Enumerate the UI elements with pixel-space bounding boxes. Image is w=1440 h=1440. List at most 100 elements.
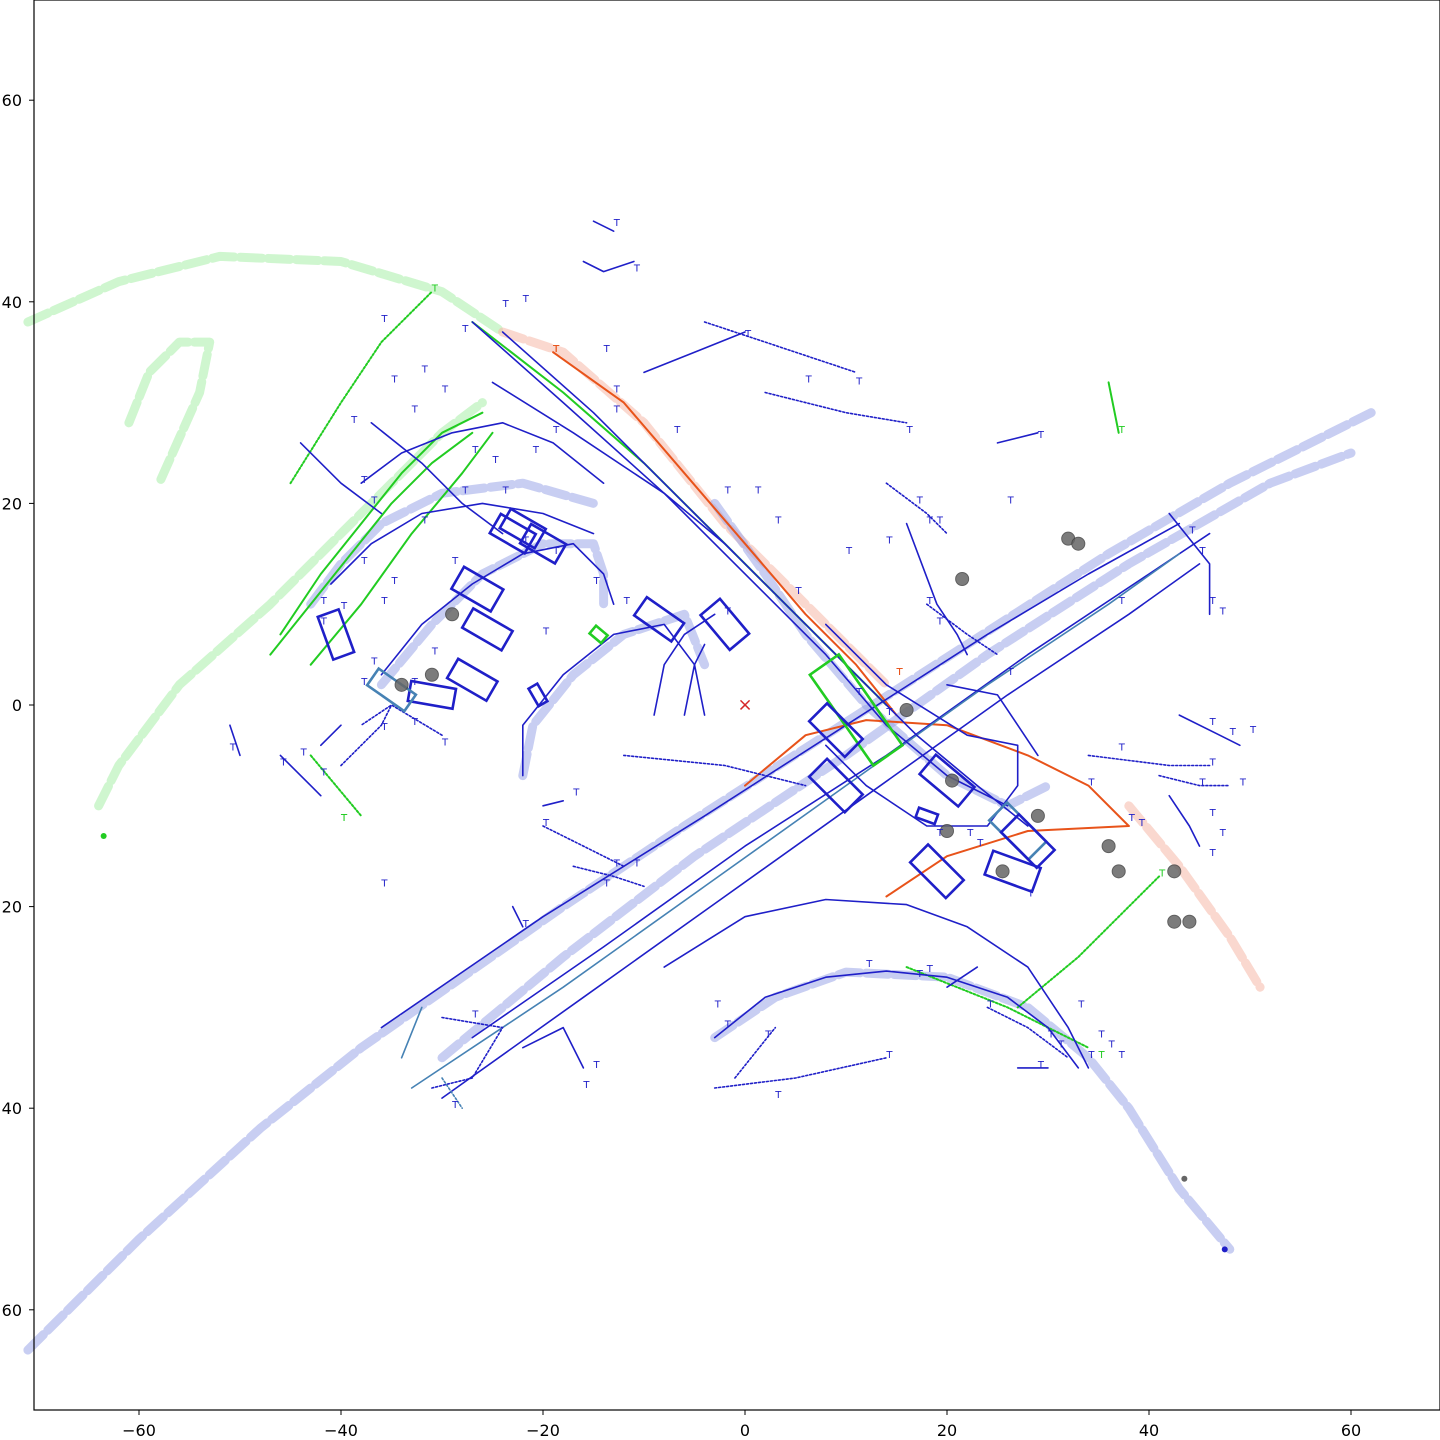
- vehicle-box: [518, 522, 568, 566]
- trajectory-line: [340, 704, 393, 767]
- trajectory-line: [360, 704, 443, 736]
- t-marker-label: T: [613, 385, 621, 396]
- t-marker-label: T: [724, 1020, 732, 1031]
- t-marker-label: T: [350, 415, 358, 426]
- trajectory-line: [1178, 714, 1241, 747]
- t-marker-label: T: [1098, 1050, 1106, 1061]
- t-marker-label: T: [885, 707, 893, 718]
- obstacle-point: [955, 572, 970, 586]
- vehicle-box: [497, 507, 548, 551]
- t-marker-label: T: [1199, 546, 1207, 557]
- obstacle-points: [394, 531, 1197, 929]
- t-marker-label: T: [754, 485, 762, 496]
- t-marker-label: T: [380, 596, 388, 607]
- t-marker-label: T: [1047, 1030, 1055, 1041]
- trajectory-line: [885, 825, 1130, 898]
- t-marker-label: T: [1249, 725, 1257, 736]
- x-tick-label: 40: [1139, 1421, 1159, 1440]
- trajectory-line: [229, 724, 241, 757]
- t-marker-label: T: [1007, 667, 1015, 678]
- trajectory-line: [279, 754, 322, 797]
- t-marker-label: T: [885, 1050, 893, 1061]
- t-marker-label: T: [613, 858, 621, 869]
- end-dot: [100, 833, 107, 840]
- trajectory-line: [582, 260, 635, 273]
- vehicle-boxes: [316, 507, 1057, 900]
- obstacle-point: [1071, 536, 1086, 551]
- t-marker-label: T: [885, 536, 893, 547]
- t-marker-label: T: [391, 374, 399, 385]
- halo-path: [23, 251, 508, 337]
- vehicle-box: [487, 512, 538, 556]
- obstacle-point: [1167, 914, 1182, 929]
- t-marker-label: T: [502, 485, 510, 496]
- trajectory-line: [360, 422, 605, 484]
- t-marker-label: T: [532, 445, 540, 456]
- t-marker-label: T: [1229, 727, 1237, 738]
- trajectory-line: [653, 613, 716, 716]
- t-marker-label: T: [593, 1060, 601, 1071]
- trajectory-line: [623, 754, 807, 787]
- trajectory-line: [1107, 381, 1120, 434]
- trajectory-line: [734, 1026, 777, 1079]
- t-marker-label: T: [1057, 1040, 1065, 1051]
- t-marker-label: T: [340, 813, 348, 824]
- t-marker-label: T: [1199, 778, 1207, 789]
- t-marker-label: T: [603, 878, 611, 889]
- t-marker-label: T: [855, 687, 863, 698]
- t-marker-label: T: [916, 495, 924, 506]
- trajectory-line: [370, 422, 504, 535]
- trajectory-line: [905, 966, 1090, 1049]
- t-marker-label: T: [774, 516, 782, 527]
- t-marker-label: T: [1219, 828, 1227, 839]
- t-marker-label: T: [320, 768, 328, 779]
- t-marker-label: T: [300, 747, 308, 758]
- t-marker-label: T: [582, 1080, 590, 1091]
- t-marker-label: T: [320, 616, 328, 627]
- halo-path: [437, 448, 1356, 1063]
- t-marker-label: T: [1077, 999, 1085, 1010]
- trajectory-line: [996, 432, 1039, 444]
- t-marker-label: T: [441, 385, 449, 396]
- t-marker-label: T: [1007, 495, 1015, 506]
- obstacle-point: [1101, 839, 1116, 854]
- t-marker-label: T: [855, 376, 863, 387]
- trajectory-line: [946, 966, 979, 988]
- t-marker-label: T: [724, 485, 732, 496]
- trajectory-line: [713, 1057, 888, 1089]
- vehicle-box: [982, 849, 1043, 894]
- trajectory-line: [713, 970, 1080, 1069]
- vehicle-box: [807, 701, 865, 759]
- t-marker-label: T: [1098, 1030, 1106, 1041]
- vehicle-box: [632, 595, 686, 644]
- t-marker-label: T: [380, 722, 388, 733]
- t-marker-label: T: [896, 667, 904, 678]
- trajectory-line: [572, 865, 645, 888]
- t-marker-label: T: [926, 516, 934, 527]
- trajectory-line: [380, 542, 615, 676]
- t-marker-label: T: [340, 813, 348, 824]
- obstacle-point: [1111, 864, 1126, 879]
- t-marker-label: T: [360, 677, 368, 688]
- t-marker-label: T: [805, 374, 813, 385]
- t-marker-label: T: [572, 788, 580, 799]
- vehicle-box: [316, 607, 356, 662]
- vehicle-box: [917, 752, 977, 809]
- trajectory-line: [309, 754, 363, 817]
- t-marker-label: T: [411, 677, 419, 688]
- y-tick-label: 40: [2, 293, 22, 312]
- vehicle-box: [913, 805, 940, 826]
- obstacle-point: [1030, 808, 1045, 823]
- vehicle-box: [807, 756, 865, 815]
- t-marker-label: T: [1037, 1060, 1045, 1071]
- t-marker-label: T: [471, 1009, 479, 1020]
- t-marker-label: T: [936, 616, 944, 627]
- t-marker-label: T: [714, 999, 722, 1010]
- vehicle-box: [449, 565, 506, 614]
- t-marker-label: T: [522, 294, 530, 305]
- t-marker-label: T: [391, 576, 399, 587]
- t-marker-label: T: [1209, 757, 1217, 768]
- t-marker-label: T: [623, 596, 631, 607]
- t-marker-label: T: [724, 606, 732, 617]
